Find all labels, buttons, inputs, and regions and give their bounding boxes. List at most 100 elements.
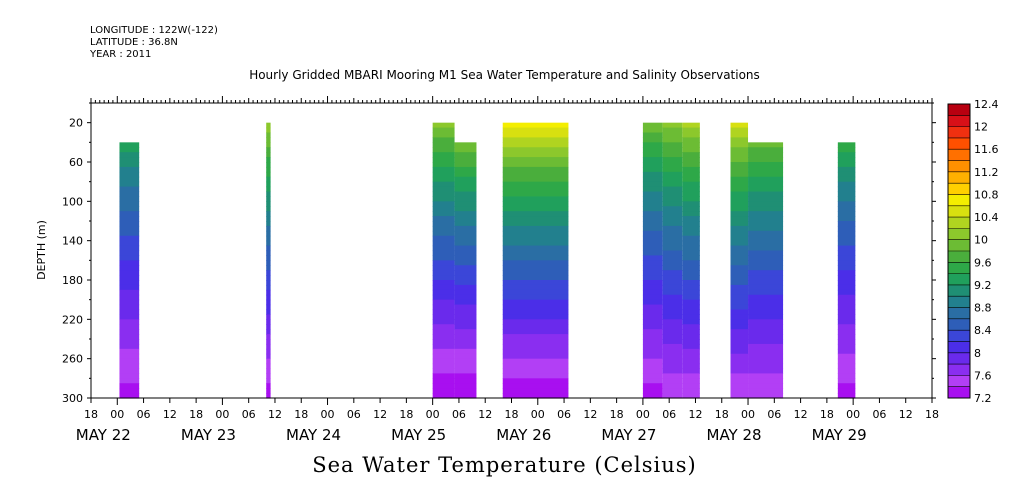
temperature-band — [837, 275, 856, 281]
temperature-band — [748, 176, 784, 183]
temperature-band — [432, 275, 455, 281]
temperature-band — [662, 196, 683, 202]
temperature-band — [266, 171, 271, 178]
temperature-band — [432, 343, 455, 350]
temperature-band — [432, 368, 455, 375]
temperature-band — [642, 358, 663, 365]
temperature-band — [662, 211, 683, 217]
temperature-band — [502, 221, 569, 227]
temperature-band — [432, 324, 455, 330]
temperature-band — [432, 339, 455, 345]
temperature-band — [502, 343, 569, 350]
temperature-band — [642, 388, 663, 394]
temperature-band — [454, 393, 477, 399]
x-hour-label: 06 — [767, 408, 781, 421]
temperature-band — [502, 368, 569, 375]
temperature-band — [432, 334, 455, 340]
temperature-band — [266, 378, 271, 384]
temperature-band — [642, 289, 663, 296]
temperature-band — [748, 309, 784, 316]
temperature-band — [642, 240, 663, 247]
temperature-band — [119, 339, 140, 345]
temperature-band — [730, 280, 749, 286]
x-hour-label: 00 — [426, 408, 440, 421]
colorbar-swatch — [948, 126, 970, 139]
temperature-band — [837, 142, 856, 148]
temperature-band — [682, 314, 700, 320]
temperature-band — [748, 206, 784, 212]
observation-block-9 — [730, 122, 749, 399]
temperature-band — [266, 373, 271, 379]
temperature-band — [119, 181, 140, 188]
temperature-band — [837, 329, 856, 335]
temperature-band — [642, 343, 663, 350]
colorbar-tick-label: 12.4 — [974, 98, 999, 111]
temperature-band — [432, 186, 455, 193]
x-hour-label: 06 — [872, 408, 886, 421]
temperature-band — [662, 280, 683, 286]
temperature-band — [119, 186, 140, 193]
temperature-band — [682, 304, 700, 311]
temperature-band — [266, 255, 271, 261]
temperature-band — [119, 378, 140, 384]
temperature-band — [266, 230, 271, 237]
temperature-band — [432, 132, 455, 139]
temperature-band — [837, 166, 856, 173]
temperature-band — [730, 206, 749, 212]
temperature-band — [432, 255, 455, 261]
colorbar-swatch — [948, 307, 970, 320]
temperature-band — [662, 132, 683, 139]
observation-block-1 — [119, 142, 140, 399]
colorbar-tick-label: 10.8 — [974, 188, 999, 201]
temperature-band — [119, 304, 140, 311]
temperature-band — [837, 368, 856, 375]
temperature-band — [502, 127, 569, 134]
x-hour-label: 18 — [505, 408, 519, 421]
temperature-band — [502, 378, 569, 384]
temperature-band — [730, 299, 749, 306]
temperature-band — [432, 309, 455, 316]
temperature-band — [642, 157, 663, 163]
temperature-band — [748, 368, 784, 375]
temperature-band — [432, 383, 455, 389]
temperature-band — [730, 235, 749, 242]
temperature-band — [682, 358, 700, 365]
temperature-band — [502, 289, 569, 296]
temperature-band — [730, 353, 749, 360]
temperature-band — [119, 314, 140, 320]
temperature-band — [454, 299, 477, 306]
temperature-band — [454, 378, 477, 384]
temperature-band — [682, 250, 700, 257]
temperature-band — [837, 255, 856, 261]
colorbar-tick-label: 12 — [974, 121, 988, 134]
temperature-band — [682, 137, 700, 143]
temperature-band — [642, 294, 663, 301]
temperature-band — [748, 260, 784, 266]
colorbar-swatch — [948, 149, 970, 161]
temperature-band — [642, 373, 663, 379]
temperature-band — [119, 334, 140, 340]
temperature-band — [730, 314, 749, 320]
temperature-band — [502, 280, 569, 286]
colorbar-tick-label: 8.4 — [974, 324, 992, 337]
temperature-band — [266, 343, 271, 350]
x-hour-label: 12 — [583, 408, 597, 421]
temperature-band — [266, 368, 271, 375]
temperature-band — [682, 309, 700, 316]
temperature-band — [432, 157, 455, 163]
temperature-band — [748, 152, 784, 158]
temperature-band — [682, 373, 700, 379]
temperature-band — [682, 240, 700, 247]
latitude-label: LATITUDE : 36.8N — [90, 37, 178, 48]
temperature-band — [662, 319, 683, 325]
temperature-band — [662, 378, 683, 384]
temperature-band — [730, 388, 749, 394]
temperature-band — [119, 284, 140, 291]
temperature-band — [642, 235, 663, 242]
temperature-band — [730, 260, 749, 266]
temperature-band — [682, 339, 700, 345]
temperature-band — [682, 225, 700, 232]
y-tick-label: 140 — [62, 235, 83, 248]
temperature-band — [642, 225, 663, 232]
temperature-band — [642, 186, 663, 193]
